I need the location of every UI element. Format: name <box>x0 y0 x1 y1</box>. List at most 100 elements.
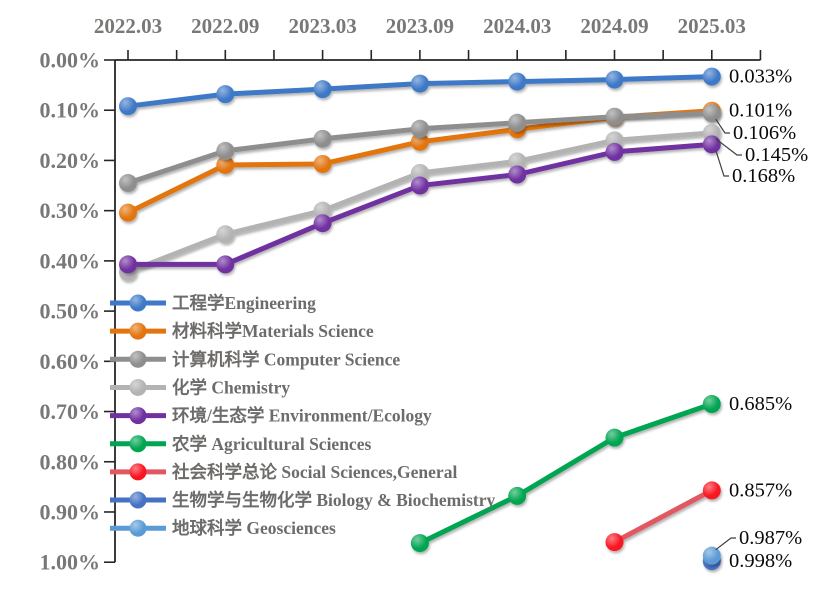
legend-item-engineering: 工程学Engineering <box>110 293 316 313</box>
y-tick-label: 0.80% <box>40 449 101 474</box>
x-tick-label: 2022.09 <box>191 14 259 38</box>
data-point-engineering <box>119 97 137 116</box>
series-environment-ecology <box>119 135 721 274</box>
data-point-social-sciences-general <box>702 481 721 500</box>
leader-line-geosciences <box>715 537 736 551</box>
legend-item-environment-ecology: 环境/生态学 Environment/Ecology <box>110 406 432 426</box>
chart-line-environment-ecology <box>125 141 715 267</box>
legend-marker-icon-environment-ecology <box>129 407 147 425</box>
legend-label-computer-science: 计算机科学 Computer Science <box>172 349 400 369</box>
y-tick-label: 0.30% <box>40 198 101 223</box>
legend-label-chemistry: 化学 Chemistry <box>172 377 290 397</box>
y-tick-label: 0.20% <box>40 148 101 173</box>
data-point-chemistry <box>410 163 429 182</box>
leader-line-chemistry <box>715 138 742 156</box>
y-tick-label: 0.60% <box>40 349 101 374</box>
data-point-computer-science <box>508 113 527 132</box>
axes: 0.00% 0.10% 0.20% 0.30% 0.40% 0.50% 0.60% 0.70%… <box>40 14 762 575</box>
end-label-chemistry: 0.145% <box>745 144 808 166</box>
data-point-environment-ecology <box>410 176 429 195</box>
legend-marker-icon-chemistry <box>129 378 147 396</box>
data-point-engineering <box>702 67 721 86</box>
series-geosciences <box>702 546 721 565</box>
x-tick-label: 2023.09 <box>386 14 454 38</box>
x-tick-label: 2022.03 <box>94 14 162 38</box>
data-point-chemistry <box>216 225 235 244</box>
legend-label-materials-science: 材料科学Materials Science <box>172 321 374 341</box>
data-point-computer-science <box>702 104 721 123</box>
y-tick-label: 0.00% <box>40 48 101 73</box>
legend-marker-icon-geosciences <box>129 519 147 537</box>
end-label-computer-science: 0.106% <box>733 122 796 144</box>
data-point-engineering <box>216 85 235 104</box>
legend-label-geosciences: 地球科学 Geosciences <box>172 518 336 538</box>
series-engineering <box>119 67 721 116</box>
y-tick-label: 0.90% <box>40 499 101 524</box>
series-computer-science <box>119 104 721 193</box>
legend-item-computer-science: 计算机科学 Computer Science <box>110 349 400 369</box>
data-point-engineering <box>508 72 527 91</box>
data-point-geosciences <box>702 546 721 565</box>
y-tick-label: 0.70% <box>40 399 101 424</box>
data-point-environment-ecology <box>119 255 137 274</box>
data-point-computer-science <box>313 129 332 148</box>
legend-marker-icon-materials-science <box>129 322 147 340</box>
legend-item-materials-science: 材料科学Materials Science <box>110 321 374 341</box>
legend-marker-icon-engineering <box>129 294 147 312</box>
legend-marker-icon-computer-science <box>129 350 147 368</box>
y-tick-label: 0.50% <box>40 299 101 324</box>
end-labels: 0.033% 0.101%0.106%0.145%0.168% 0.685% 0.85… <box>715 66 808 572</box>
end-label-environment-ecology: 0.168% <box>732 165 795 187</box>
data-point-chemistry <box>313 201 332 220</box>
legend-item-geosciences: 地球科学 Geosciences <box>110 518 336 538</box>
legend-label-agricultural-sciences: 农学 Agricultural Sciences <box>171 434 371 454</box>
x-tick-label: 2024.03 <box>483 14 551 38</box>
end-label-engineering: 0.033% <box>729 66 792 88</box>
series-social-sciences-general <box>605 481 721 552</box>
legend: 工程学Engineering 材料科学Materials Science 计算机科学… <box>110 293 495 538</box>
legend-label-engineering: 工程学Engineering <box>172 293 316 313</box>
chart-line-social-sciences-general <box>612 487 715 545</box>
legend-label-biology-biochemistry: 生物学与生物化学 Biology & Biochemistry <box>172 490 495 510</box>
x-tick-label: 2024.09 <box>580 14 648 38</box>
end-label-materials-science: 0.101% <box>729 100 792 122</box>
legend-label-environment-ecology: 环境/生态学 Environment/Ecology <box>172 406 432 426</box>
data-point-environment-ecology <box>313 214 332 233</box>
legend-label-social-sciences-general: 社会科学总论 Social Sciences,General <box>171 462 457 482</box>
end-label-geosciences: 0.987% <box>739 527 802 549</box>
data-point-environment-ecology <box>702 135 721 154</box>
data-point-social-sciences-general <box>605 533 624 552</box>
series-agricultural-sciences <box>410 395 721 553</box>
legend-marker-icon-social-sciences-general <box>129 463 147 481</box>
legend-marker-icon-biology-biochemistry <box>129 491 147 509</box>
data-point-computer-science <box>605 107 624 126</box>
chart-line-agricultural-sciences <box>417 401 715 546</box>
leader-line-computer-science <box>715 118 730 134</box>
data-point-agricultural-sciences <box>605 428 624 447</box>
data-point-environment-ecology <box>508 165 527 184</box>
y-tick-label: 0.10% <box>40 98 101 123</box>
data-point-agricultural-sciences <box>508 486 527 505</box>
legend-marker-icon-agricultural-sciences <box>129 435 147 453</box>
data-point-materials-science <box>410 132 429 151</box>
data-point-engineering <box>605 70 624 89</box>
data-point-computer-science <box>410 119 429 138</box>
series-chemistry <box>119 123 721 281</box>
legend-item-agricultural-sciences: 农学 Agricultural Sciences <box>110 434 371 454</box>
data-point-engineering <box>410 74 429 93</box>
legend-item-chemistry: 化学 Chemistry <box>110 377 290 397</box>
data-point-agricultural-sciences <box>410 534 429 553</box>
data-point-chemistry <box>508 152 527 171</box>
data-point-computer-science <box>216 141 235 160</box>
data-point-agricultural-sciences <box>702 395 721 414</box>
data-point-materials-science <box>119 203 137 222</box>
x-tick-label: 2025.03 <box>678 14 746 38</box>
data-point-computer-science <box>119 174 137 193</box>
data-point-materials-science <box>313 154 332 173</box>
legend-item-social-sciences-general: 社会科学总论 Social Sciences,General <box>110 462 457 482</box>
y-tick-label: 0.40% <box>40 248 101 273</box>
x-tick-label: 2023.03 <box>288 14 356 38</box>
y-tick-label: 1.00% <box>40 550 101 575</box>
